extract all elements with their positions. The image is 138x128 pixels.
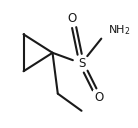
- Text: O: O: [68, 12, 77, 25]
- Text: NH$_2$: NH$_2$: [108, 23, 130, 37]
- Text: S: S: [78, 57, 85, 70]
- Text: O: O: [94, 91, 103, 104]
